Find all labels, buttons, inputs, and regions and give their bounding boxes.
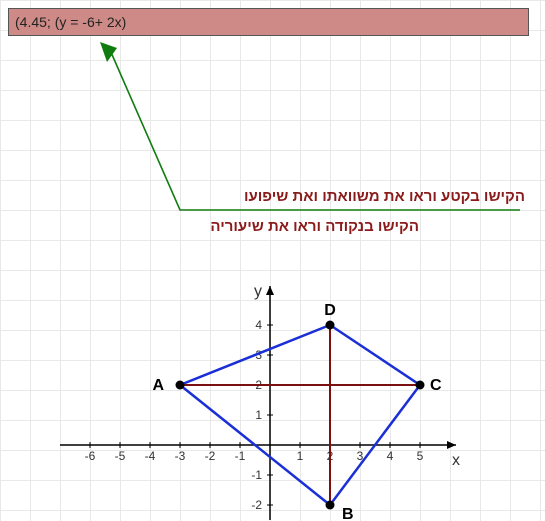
hint-line-2: הקישו בנקודה וראו את שיעוריה	[210, 218, 419, 235]
svg-text:y: y	[254, 283, 262, 300]
svg-text:4: 4	[387, 449, 394, 463]
svg-text:5: 5	[417, 449, 424, 463]
svg-text:4: 4	[255, 318, 262, 332]
svg-text:-1: -1	[235, 449, 246, 463]
svg-text:-2: -2	[251, 498, 262, 512]
svg-text:C: C	[430, 377, 442, 394]
svg-text:-3: -3	[175, 449, 186, 463]
svg-text:-2: -2	[205, 449, 216, 463]
hint-line-1: הקישו בקטע וראו את משוואתו ואת שיפועו	[244, 188, 525, 205]
svg-text:A: A	[152, 377, 164, 394]
svg-text:-1: -1	[251, 468, 262, 482]
svg-text:D: D	[324, 302, 336, 319]
svg-text:1: 1	[255, 408, 262, 422]
svg-text:-5: -5	[115, 449, 126, 463]
formula-banner: (4.45; (y = -6+ 2x)	[8, 8, 529, 36]
svg-text:-6: -6	[85, 449, 96, 463]
coordinate-plane: -6-5-4-3-2-112345-2-11234xy ABCD	[0, 0, 545, 521]
svg-text:-4: -4	[145, 449, 156, 463]
svg-text:1: 1	[297, 449, 304, 463]
formula-text: (4.45; (y = -6+ 2x)	[15, 14, 126, 30]
svg-text:x: x	[452, 452, 460, 469]
svg-text:B: B	[342, 506, 354, 521]
